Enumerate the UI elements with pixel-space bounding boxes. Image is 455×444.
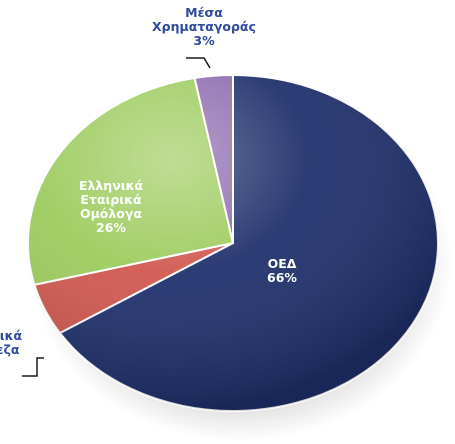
slice-label: Μέσα Χρηματαγοράς 3% [152,5,256,48]
leader-line [22,357,44,377]
slice-value-label: 3% [193,33,215,48]
slice-label-line: Χρηματαγοράς [152,19,256,34]
slice-label: ΟΕΔ 66% [267,256,297,285]
slice-label: ΕλληνικάΤράπεζα… [0,328,22,371]
slice-label-line: Ομόλογα [80,206,142,221]
slice-value-label: 66% [267,270,297,285]
slice-label-line: ΟΕΔ [268,256,297,271]
pie-labels: ΟΕΔ66%ΕλληνικάΤράπεζα…ΕλληνικάΕταιρικάΟμ… [0,5,297,377]
slice-label-line: Τράπεζα [0,342,20,357]
slice-label-line: Ελληνικά [79,178,144,193]
slice-label-line: Ελληνικά [0,328,22,343]
pie-slices [27,73,439,412]
leader-line [186,57,211,69]
slice-label-line: Εταιρικά [80,192,142,207]
slice-label-line: Μέσα [185,5,223,20]
slice-label: Ελληνικά Εταιρικά Ομόλογα 26% [79,178,144,235]
slice-value-label: 26% [96,220,126,235]
